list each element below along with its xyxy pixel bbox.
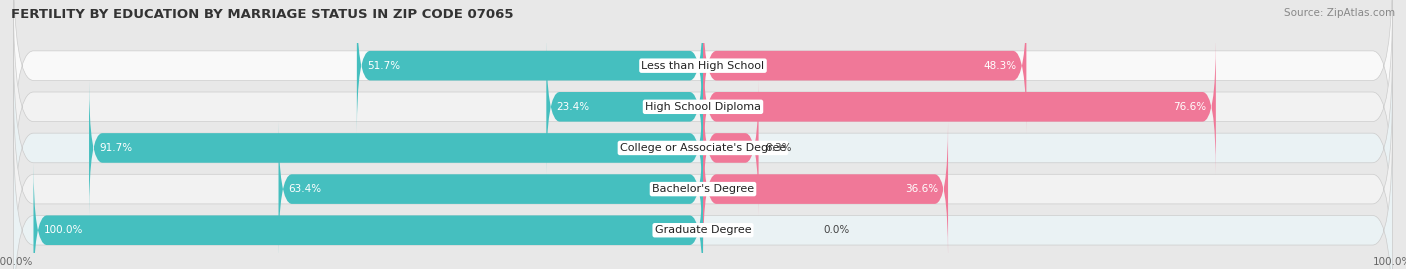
Text: 36.6%: 36.6% [905, 184, 938, 194]
FancyBboxPatch shape [547, 39, 703, 174]
Text: 0.0%: 0.0% [824, 225, 849, 235]
FancyBboxPatch shape [703, 80, 759, 215]
Text: 76.6%: 76.6% [1173, 102, 1206, 112]
FancyBboxPatch shape [14, 0, 1392, 174]
FancyBboxPatch shape [89, 80, 703, 215]
Text: Less than High School: Less than High School [641, 61, 765, 71]
FancyBboxPatch shape [14, 39, 1392, 257]
FancyBboxPatch shape [34, 163, 703, 269]
Text: High School Diploma: High School Diploma [645, 102, 761, 112]
Text: Source: ZipAtlas.com: Source: ZipAtlas.com [1284, 8, 1395, 18]
FancyBboxPatch shape [14, 0, 1392, 215]
Text: Bachelor's Degree: Bachelor's Degree [652, 184, 754, 194]
FancyBboxPatch shape [703, 0, 1026, 133]
FancyBboxPatch shape [278, 122, 703, 257]
FancyBboxPatch shape [703, 122, 948, 257]
Text: 51.7%: 51.7% [367, 61, 401, 71]
FancyBboxPatch shape [14, 122, 1392, 269]
Text: 23.4%: 23.4% [557, 102, 589, 112]
FancyBboxPatch shape [703, 39, 1216, 174]
FancyBboxPatch shape [357, 0, 703, 133]
Text: 8.3%: 8.3% [765, 143, 792, 153]
Text: FERTILITY BY EDUCATION BY MARRIAGE STATUS IN ZIP CODE 07065: FERTILITY BY EDUCATION BY MARRIAGE STATU… [11, 8, 513, 21]
Text: College or Associate's Degree: College or Associate's Degree [620, 143, 786, 153]
FancyBboxPatch shape [14, 80, 1392, 269]
Text: 63.4%: 63.4% [288, 184, 322, 194]
Text: 48.3%: 48.3% [983, 61, 1017, 71]
Text: Graduate Degree: Graduate Degree [655, 225, 751, 235]
Text: 91.7%: 91.7% [98, 143, 132, 153]
Text: 100.0%: 100.0% [44, 225, 83, 235]
